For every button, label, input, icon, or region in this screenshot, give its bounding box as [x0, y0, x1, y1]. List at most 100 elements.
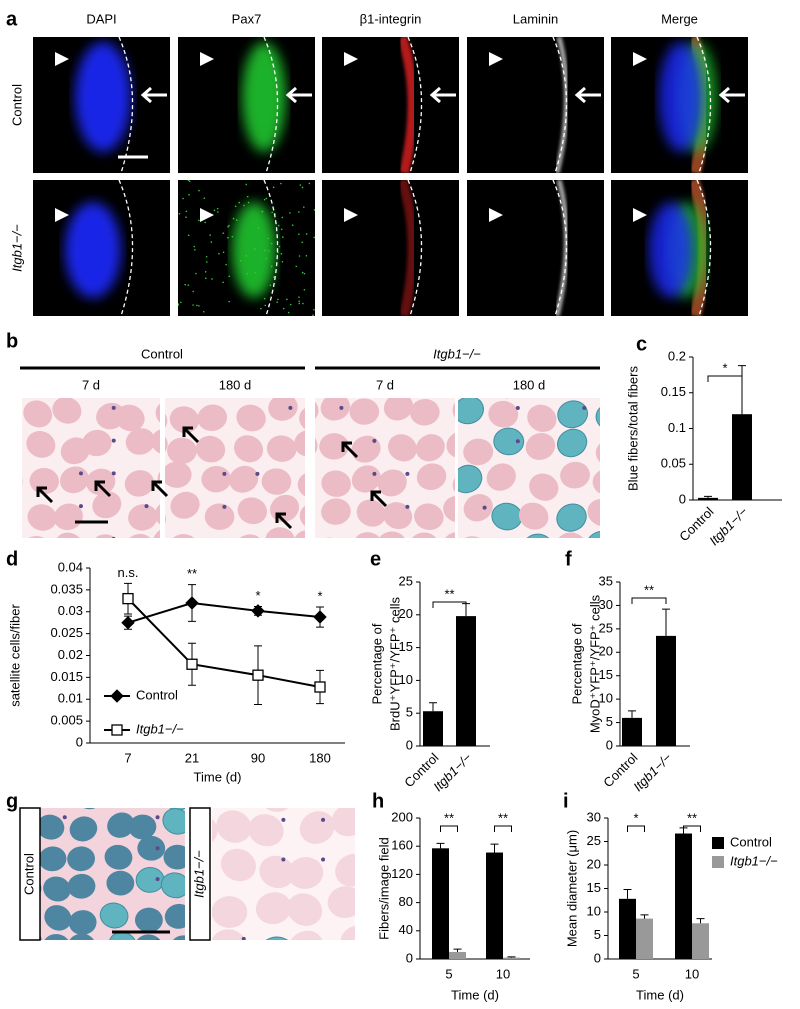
significance-bracket: [683, 825, 701, 832]
speckle: [267, 250, 270, 252]
fiber: [349, 398, 380, 425]
signal: [65, 202, 121, 298]
speckle: [234, 205, 237, 208]
fiber: [278, 361, 311, 391]
y-axis-label: satellite cells/fiber: [7, 604, 22, 707]
fiber: [327, 886, 355, 918]
fiber: [165, 461, 192, 488]
nucleus: [190, 537, 193, 538]
arrow: [574, 86, 601, 104]
nucleus: [582, 373, 586, 377]
x-axis-label: Time (d): [636, 987, 684, 1002]
y-tick-label: 40: [399, 922, 413, 937]
nucleus: [155, 846, 160, 851]
speckle: [228, 300, 231, 303]
significance-label: **: [687, 810, 697, 825]
marker: [314, 681, 326, 693]
fiber: [197, 404, 228, 432]
fiber: [594, 398, 600, 399]
nucleus: [306, 439, 310, 443]
nucleus: [155, 815, 160, 820]
speckle: [263, 297, 266, 300]
error-bar: [453, 948, 462, 952]
fiber: [115, 404, 145, 432]
fiber: [44, 905, 72, 931]
fiber: [170, 491, 200, 519]
speckle: [227, 226, 229, 228]
x-axis-label: Time (d): [451, 987, 499, 1002]
signal: [242, 42, 286, 152]
nucleus: [482, 505, 487, 510]
fiber: [237, 497, 267, 525]
nucleus: [372, 471, 377, 476]
significance-bracket: [440, 825, 458, 832]
fiber: [287, 893, 323, 926]
fiber: [557, 400, 589, 429]
bar: [619, 898, 636, 959]
error-bar: [490, 843, 499, 853]
speckle: [278, 245, 281, 248]
fiber: [415, 434, 445, 462]
micrograph: [467, 180, 604, 316]
fiber: [287, 857, 324, 889]
speckle: [305, 255, 308, 257]
nucleus: [111, 405, 116, 410]
speckle: [180, 301, 182, 304]
nucleus: [78, 504, 83, 509]
fiber: [463, 438, 494, 466]
y-tick-label: 0: [406, 737, 413, 752]
outline: [263, 180, 279, 316]
fiber: [383, 398, 414, 421]
pointer-arrow: [151, 480, 169, 498]
nucleus: [241, 936, 246, 940]
nucleus: [281, 817, 286, 822]
y-tick-label: 0: [679, 491, 686, 506]
legend-swatch: [712, 837, 724, 849]
fiber: [164, 903, 185, 929]
speckle: [198, 189, 200, 192]
fiber: [52, 398, 82, 424]
histology-image: [278, 359, 480, 538]
y-axis-label: Percentage of: [369, 623, 384, 704]
fiber: [26, 431, 56, 458]
y-tick-label: 0.1: [668, 420, 686, 435]
fiber: [229, 465, 259, 493]
signal: [649, 202, 693, 298]
fiber: [92, 491, 122, 519]
channel-header: Merge: [661, 11, 698, 26]
speckle: [303, 289, 306, 291]
panel-letter: f: [565, 548, 572, 570]
speckle: [235, 219, 238, 221]
speckle: [218, 252, 220, 255]
speckle: [276, 301, 278, 303]
label-box: [189, 807, 211, 941]
fiber: [68, 910, 97, 935]
histology-image: [458, 373, 600, 572]
fiber: [108, 931, 137, 940]
fiber: [331, 808, 355, 837]
speckle: [298, 211, 300, 213]
signal: [232, 202, 276, 298]
bar: [692, 923, 709, 959]
y-tick-label: 120: [391, 866, 413, 881]
outline: [552, 180, 568, 316]
micrograph: [322, 37, 459, 173]
fiber: [0, 363, 17, 393]
speckle: [193, 245, 196, 248]
speckle: [203, 197, 206, 199]
fiber: [125, 370, 156, 398]
fiber: [492, 535, 531, 572]
bar: [503, 957, 520, 959]
nucleus: [111, 438, 116, 443]
fiber: [248, 814, 284, 847]
y-tick-label: 25: [399, 573, 413, 588]
channel-header: DAPI: [86, 11, 116, 26]
arrowhead: [633, 208, 647, 222]
fiber: [444, 359, 480, 392]
speckle: [246, 195, 249, 198]
fiber: [135, 778, 168, 809]
panel-letter: c: [636, 333, 647, 355]
speckle: [231, 235, 234, 238]
bar: [456, 616, 476, 746]
